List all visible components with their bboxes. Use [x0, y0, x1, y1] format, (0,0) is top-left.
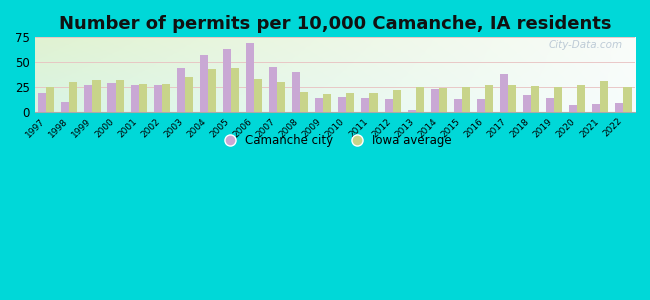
Bar [300, 92, 308, 112]
Bar [523, 95, 531, 112]
Bar [346, 93, 354, 112]
Bar [408, 110, 415, 112]
Bar [46, 87, 55, 112]
Bar [485, 85, 493, 112]
Bar [208, 69, 216, 112]
Bar [277, 82, 285, 112]
Bar [508, 85, 516, 112]
Bar [38, 93, 46, 112]
Bar [339, 97, 346, 112]
Bar [131, 85, 138, 112]
Bar [369, 93, 378, 112]
Bar [393, 90, 400, 112]
Bar [454, 99, 462, 112]
Bar [231, 68, 239, 112]
Bar [385, 99, 393, 112]
Bar [92, 80, 101, 112]
Bar [546, 98, 554, 112]
Text: City-Data.com: City-Data.com [549, 40, 623, 50]
Bar [531, 86, 540, 112]
Bar [246, 43, 254, 112]
Bar [292, 72, 300, 112]
Bar [223, 49, 231, 112]
Bar [554, 87, 562, 112]
Bar [153, 85, 162, 112]
Bar [116, 80, 124, 112]
Bar [431, 89, 439, 112]
Bar [577, 85, 586, 112]
Bar [462, 87, 470, 112]
Bar [269, 67, 277, 112]
Bar [84, 85, 92, 112]
Bar [70, 82, 77, 112]
Bar [601, 81, 608, 112]
Bar [61, 102, 70, 112]
Bar [623, 87, 632, 112]
Legend: Camanche city, Iowa average: Camanche city, Iowa average [213, 129, 456, 152]
Bar [592, 104, 601, 112]
Bar [162, 84, 170, 112]
Bar [616, 103, 623, 112]
Bar [200, 55, 208, 112]
Bar [107, 83, 116, 112]
Bar [315, 98, 323, 112]
Bar [477, 99, 485, 112]
Bar [439, 88, 447, 112]
Title: Number of permits per 10,000 Camanche, IA residents: Number of permits per 10,000 Camanche, I… [58, 15, 611, 33]
Bar [138, 84, 147, 112]
Bar [415, 87, 424, 112]
Bar [185, 77, 193, 112]
Bar [361, 98, 369, 112]
Bar [569, 105, 577, 112]
Bar [500, 74, 508, 112]
Bar [254, 79, 262, 112]
Bar [177, 68, 185, 112]
Bar [323, 94, 332, 112]
